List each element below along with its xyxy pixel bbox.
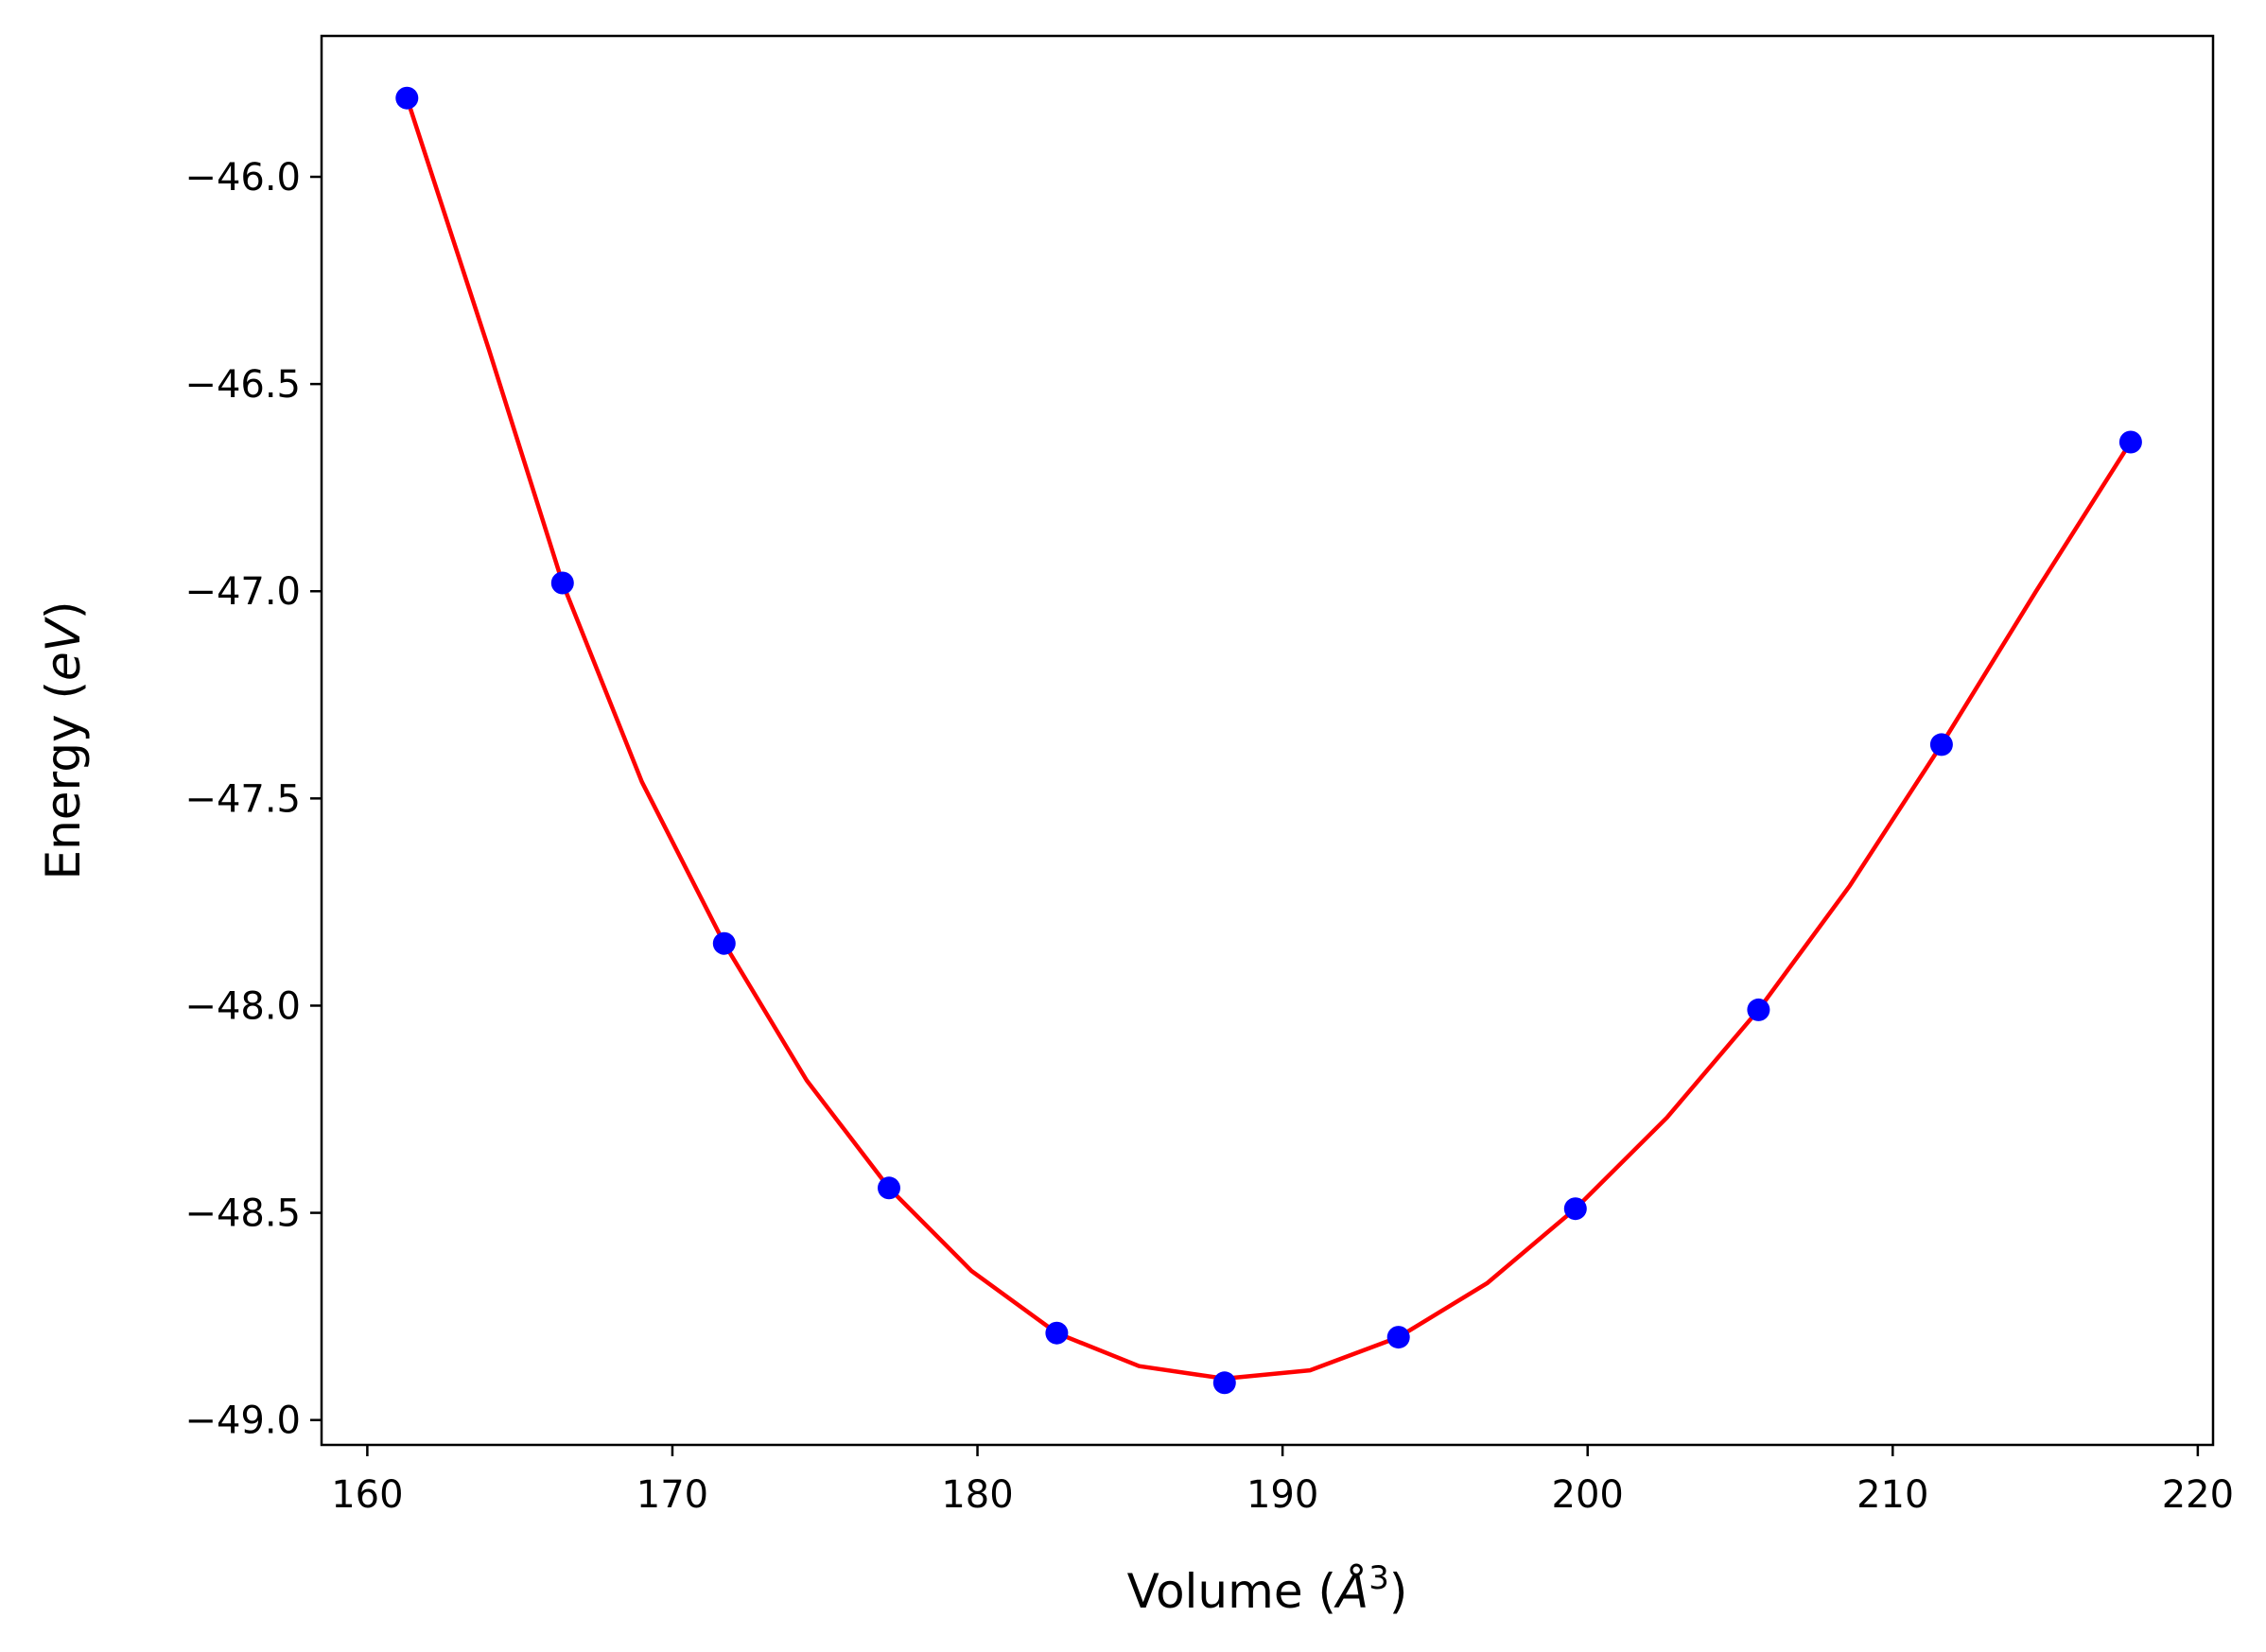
data-point (878, 1176, 900, 1200)
data-point (1045, 1321, 1069, 1345)
y-tick-label: −49.0 (184, 1400, 301, 1443)
x-tick-label: 170 (636, 1473, 708, 1517)
data-point (550, 571, 574, 595)
x-axis-label-unit: Å (1333, 1564, 1368, 1619)
x-tick-label: 160 (331, 1473, 403, 1517)
data-point (1212, 1371, 1236, 1395)
data-point (1563, 1197, 1587, 1221)
x-tick-label: 210 (1856, 1473, 1928, 1517)
x-tick-label: 200 (1552, 1473, 1624, 1517)
x-tick-label: 180 (941, 1473, 1013, 1517)
y-tick-label: −46.0 (184, 156, 301, 200)
data-point (712, 931, 736, 955)
x-axis-label: Volume (Å3) (1127, 1559, 1408, 1619)
plot-frame (320, 34, 2215, 1447)
x-axis-label-exponent: 3 (1368, 1559, 1389, 1597)
x-tick-label: 220 (2162, 1473, 2234, 1517)
y-tick-label: −48.0 (184, 984, 301, 1028)
x-tick-label: 190 (1246, 1473, 1318, 1517)
y-tick-label: −48.5 (184, 1192, 301, 1236)
y-axis-label: Energy (eV) (36, 601, 91, 880)
data-point (395, 86, 419, 110)
y-tick-label: −47.0 (184, 570, 301, 614)
data-point (1747, 998, 1770, 1021)
y-tick-label: −47.5 (184, 777, 301, 821)
y-tick-label: −46.5 (184, 363, 301, 407)
data-point (2118, 430, 2142, 454)
data-point (1929, 733, 1953, 756)
y-axis-label-text: Energy ( (36, 681, 91, 879)
y-axis-label-close: ) (36, 601, 91, 620)
x-axis-label-close: ) (1389, 1564, 1408, 1619)
y-axis-label-unit: eV (36, 616, 91, 681)
data-point (1386, 1326, 1410, 1349)
x-axis-label-text: Volume ( (1127, 1564, 1336, 1619)
